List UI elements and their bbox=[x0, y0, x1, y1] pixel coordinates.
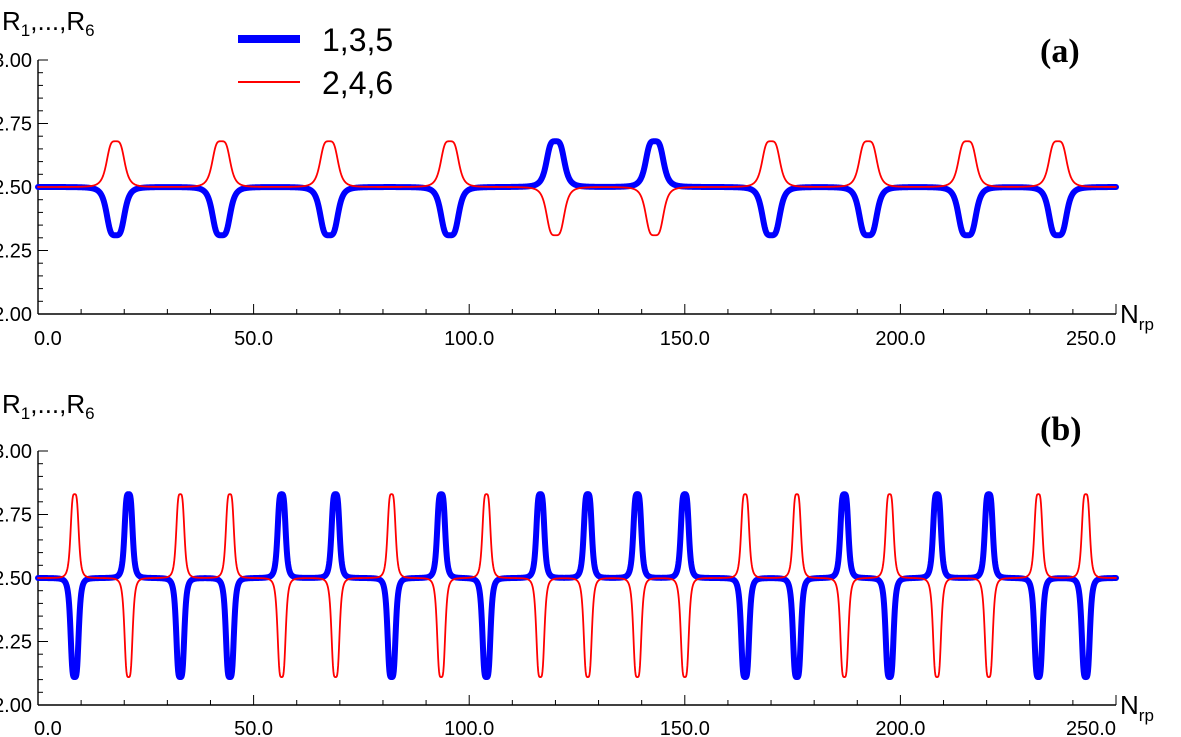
legend-label: 2,4,6 bbox=[322, 65, 393, 101]
series-line-1-3-5 bbox=[35, 491, 1119, 681]
x-tick-label: 100.0 bbox=[444, 328, 494, 350]
x-tick-label: 0.0 bbox=[34, 718, 62, 737]
x-axis-title: Nrp bbox=[1120, 690, 1154, 725]
x-tick-label: 250.0 bbox=[1066, 328, 1116, 350]
y-tick-label: 2.25 bbox=[0, 241, 32, 263]
x-tick-label: 250.0 bbox=[1066, 718, 1116, 737]
panel-label: (b) bbox=[1040, 411, 1082, 448]
series-line-2-4-6 bbox=[37, 493, 1117, 678]
x-tick-label: 50.0 bbox=[234, 718, 273, 737]
y-tick-label: 3.00 bbox=[0, 441, 32, 463]
panel-b: 0.0 50.0 100.0 150.0 200.0 250.0 2.00 2.25 2.50 2… bbox=[0, 389, 1154, 737]
y-tick-label: 2.75 bbox=[0, 505, 32, 527]
legend-label: 1,3,5 bbox=[322, 22, 393, 58]
y-tick-label: 2.50 bbox=[0, 177, 32, 199]
y-axis-title: R1,...,R6 bbox=[2, 6, 95, 40]
y-axis-title: R1,...,R6 bbox=[2, 389, 95, 423]
x-tick-label: 100.0 bbox=[444, 718, 494, 737]
legend: 1,3,5 2,4,6 bbox=[238, 22, 393, 101]
x-tick-label: 150.0 bbox=[660, 328, 710, 350]
x-axis-title: Nrp bbox=[1120, 299, 1154, 334]
x-tick-label: 0.0 bbox=[34, 328, 62, 350]
x-tick-label: 150.0 bbox=[660, 718, 710, 737]
x-tick-label: 50.0 bbox=[234, 328, 273, 350]
x-tick-label: 200.0 bbox=[875, 718, 925, 737]
y-tick-label: 2.25 bbox=[0, 632, 32, 654]
x-tick-label: 200.0 bbox=[875, 328, 925, 350]
panel-a: 0.0 50.0 100.0 150.0 200.0 250.0 2.00 2.25 2.50 2… bbox=[0, 6, 1154, 350]
y-tick-label: 2.00 bbox=[0, 304, 32, 326]
y-tick-label: 3.00 bbox=[0, 50, 32, 72]
y-tick-label: 2.75 bbox=[0, 114, 32, 136]
series-line-2-4-6 bbox=[37, 140, 1117, 237]
y-tick-label: 2.00 bbox=[0, 695, 32, 717]
panel-label: (a) bbox=[1040, 33, 1080, 70]
y-tick-label: 2.50 bbox=[0, 568, 32, 590]
